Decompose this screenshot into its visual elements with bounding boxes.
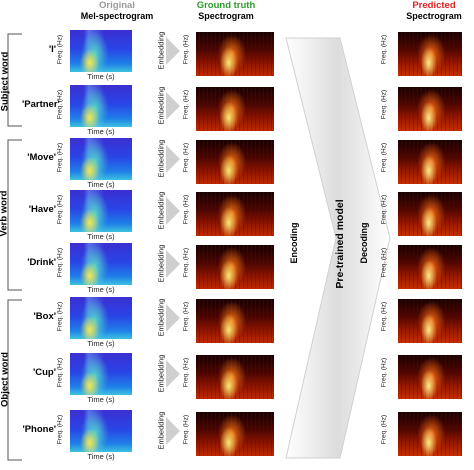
- embedding-label: Embedding: [156, 86, 166, 125]
- mel-spectrogram-image: [70, 410, 132, 452]
- word-label: 'Cup': [33, 367, 56, 378]
- word-label: 'Have': [28, 204, 56, 215]
- mel-freq-label: Freq. (Hz): [56, 194, 64, 225]
- pred-freq-label: Freq. (Hz): [380, 301, 388, 332]
- group-label-verb: Verb word: [0, 190, 10, 237]
- embedding-arrow-icon: [166, 145, 180, 173]
- ground-truth-spectrogram-image: [196, 299, 274, 343]
- embedding-label: Embedding: [156, 139, 166, 178]
- ground-truth-spectrogram-image: [196, 245, 274, 289]
- embedding-arrow-icon: [166, 250, 180, 278]
- predicted-spectrogram-image: [398, 87, 462, 131]
- mel-spectrogram-image: [70, 138, 132, 180]
- word-label: 'Drink': [27, 257, 56, 268]
- predicted-header: Predicted Spectrogram: [394, 0, 474, 22]
- embedding-arrow-icon: [166, 37, 180, 65]
- mel-time-label: Time (s): [87, 72, 115, 81]
- embedding-label: Embedding: [156, 244, 166, 283]
- gt-freq-label: Freq. (Hz): [182, 89, 190, 120]
- gt-freq-label: Freq. (Hz): [182, 194, 190, 225]
- embedding-arrow-icon: [166, 92, 180, 120]
- embedding-label: Embedding: [156, 411, 166, 450]
- pred-freq-label: Freq. (Hz): [380, 194, 388, 225]
- pred-freq-label: Freq. (Hz): [380, 357, 388, 388]
- gt-freq-label: Freq. (Hz): [182, 34, 190, 65]
- ground-truth-spectrogram-image: [196, 32, 274, 76]
- embedding-arrow-icon: [166, 304, 180, 332]
- group-brackets: [7, 33, 22, 461]
- embedding-label: Embedding: [156, 191, 166, 230]
- gt-freq-label: Freq. (Hz): [182, 414, 190, 445]
- mel-spectrogram-image: [70, 353, 132, 395]
- ground-truth-header: Ground truth Spectrogram: [186, 0, 266, 22]
- word-label: 'Move': [27, 152, 56, 163]
- pred-freq-label: Freq. (Hz): [380, 34, 388, 65]
- mel-spectrogram-label: Mel-spectrogram: [80, 11, 154, 21]
- original-label: Original: [99, 0, 135, 11]
- ground-truth-spectrogram-image: [196, 140, 274, 184]
- pred-spectrogram-label: Spectrogram: [406, 11, 462, 21]
- predicted-spectrogram-image: [398, 412, 462, 456]
- word-label: 'Phone': [22, 424, 56, 435]
- mel-freq-label: Freq. (Hz): [56, 89, 64, 120]
- mel-time-label: Time (s): [87, 285, 115, 294]
- word-label: 'Box': [33, 311, 56, 322]
- predicted-spectrogram-image: [398, 355, 462, 399]
- mel-time-label: Time (s): [87, 339, 115, 348]
- mel-time-label: Time (s): [87, 127, 115, 136]
- embedding-arrow-icon: [166, 197, 180, 225]
- mel-freq-label: Freq. (Hz): [56, 414, 64, 445]
- mel-time-label: Time (s): [87, 180, 115, 189]
- gt-freq-label: Freq. (Hz): [182, 357, 190, 388]
- pred-freq-label: Freq. (Hz): [380, 247, 388, 278]
- predicted-spectrogram-image: [398, 245, 462, 289]
- mel-time-label: Time (s): [87, 232, 115, 241]
- pretrained-model-arrow: [285, 37, 391, 459]
- group-label-subject: Subject word: [0, 51, 11, 112]
- pretrained-model-label: Pre-trained model: [334, 199, 346, 289]
- mel-freq-label: Freq. (Hz): [56, 357, 64, 388]
- ground-truth-spectrogram-image: [196, 412, 274, 456]
- encoding-label: Encoding: [289, 222, 299, 264]
- predicted-spectrogram-image: [398, 299, 462, 343]
- decoding-label: Decoding: [359, 222, 369, 264]
- predicted-spectrogram-image: [398, 140, 462, 184]
- gt-spectrogram-label: Spectrogram: [198, 11, 254, 21]
- ground-truth-spectrogram-image: [196, 355, 274, 399]
- mel-freq-label: Freq. (Hz): [56, 34, 64, 65]
- gt-freq-label: Freq. (Hz): [182, 301, 190, 332]
- word-label: 'I': [48, 44, 56, 55]
- mel-freq-label: Freq. (Hz): [56, 142, 64, 173]
- word-label: 'Partner': [22, 99, 60, 110]
- embedding-arrow-icon: [166, 417, 180, 445]
- mel-spectrogram-image: [70, 85, 132, 127]
- embedding-arrow-icon: [166, 360, 180, 388]
- mel-spectrogram-image: [70, 243, 132, 285]
- mel-freq-label: Freq. (Hz): [56, 247, 64, 278]
- predicted-label: Predicted: [412, 0, 456, 11]
- ground-truth-label: Ground truth: [196, 0, 256, 11]
- ground-truth-spectrogram-image: [196, 192, 274, 236]
- mel-spectrogram-image: [70, 30, 132, 72]
- group-label-object: Object word: [0, 352, 11, 407]
- gt-freq-label: Freq. (Hz): [182, 142, 190, 173]
- predicted-spectrogram-image: [398, 32, 462, 76]
- mel-spectrogram-image: [70, 297, 132, 339]
- pred-freq-label: Freq. (Hz): [380, 414, 388, 445]
- predicted-spectrogram-image: [398, 192, 462, 236]
- pred-freq-label: Freq. (Hz): [380, 89, 388, 120]
- original-header: Original Mel-spectrogram: [62, 0, 172, 22]
- embedding-label: Embedding: [156, 354, 166, 393]
- mel-spectrogram-image: [70, 190, 132, 232]
- gt-freq-label: Freq. (Hz): [182, 247, 190, 278]
- mel-time-label: Time (s): [87, 452, 115, 461]
- embedding-label: Embedding: [156, 31, 166, 70]
- ground-truth-spectrogram-image: [196, 87, 274, 131]
- embedding-label: Embedding: [156, 298, 166, 337]
- pred-freq-label: Freq. (Hz): [380, 142, 388, 173]
- mel-time-label: Time (s): [87, 395, 115, 404]
- mel-freq-label: Freq. (Hz): [56, 301, 64, 332]
